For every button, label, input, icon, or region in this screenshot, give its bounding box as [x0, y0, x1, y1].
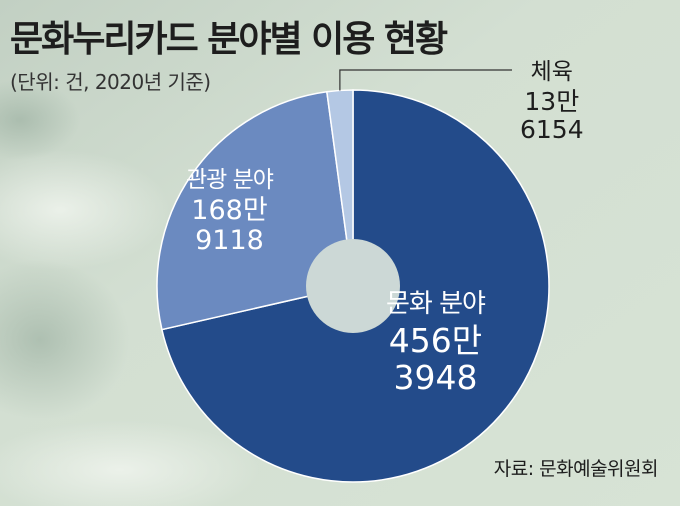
- slice-value-sport-1: 13만: [524, 86, 580, 116]
- slice-name-tourism: 관광 분야: [186, 167, 274, 193]
- slice-value-tourism-1: 168만: [191, 194, 268, 226]
- slice-name-culture: 문화 분야: [386, 289, 486, 319]
- slice-value-culture-1: 456만: [388, 321, 483, 361]
- sport-leader-line: [339, 69, 512, 91]
- slice-value-sport-2: 6154: [520, 114, 584, 144]
- source-note: 자료: 문화예술위원회: [493, 458, 659, 480]
- slice-name-sport: 체육: [530, 59, 573, 85]
- slice-value-culture-2: 3948: [393, 358, 478, 398]
- slice-value-tourism-2: 9118: [195, 224, 264, 256]
- chart-title: 문화누리카드 분야별 이용 현황: [10, 19, 448, 60]
- slice-label-sport: 체육 13만 6154: [520, 59, 584, 144]
- chart-subtitle: (단위: 건, 2020년 기준): [10, 70, 211, 94]
- pie-slice-tourism: [156, 90, 354, 331]
- slice-label-tourism: 관광 분야 168만 9118: [186, 167, 274, 256]
- slice-label-culture: 문화 분야 456만 3948: [386, 289, 486, 398]
- donut-hole: [306, 239, 400, 333]
